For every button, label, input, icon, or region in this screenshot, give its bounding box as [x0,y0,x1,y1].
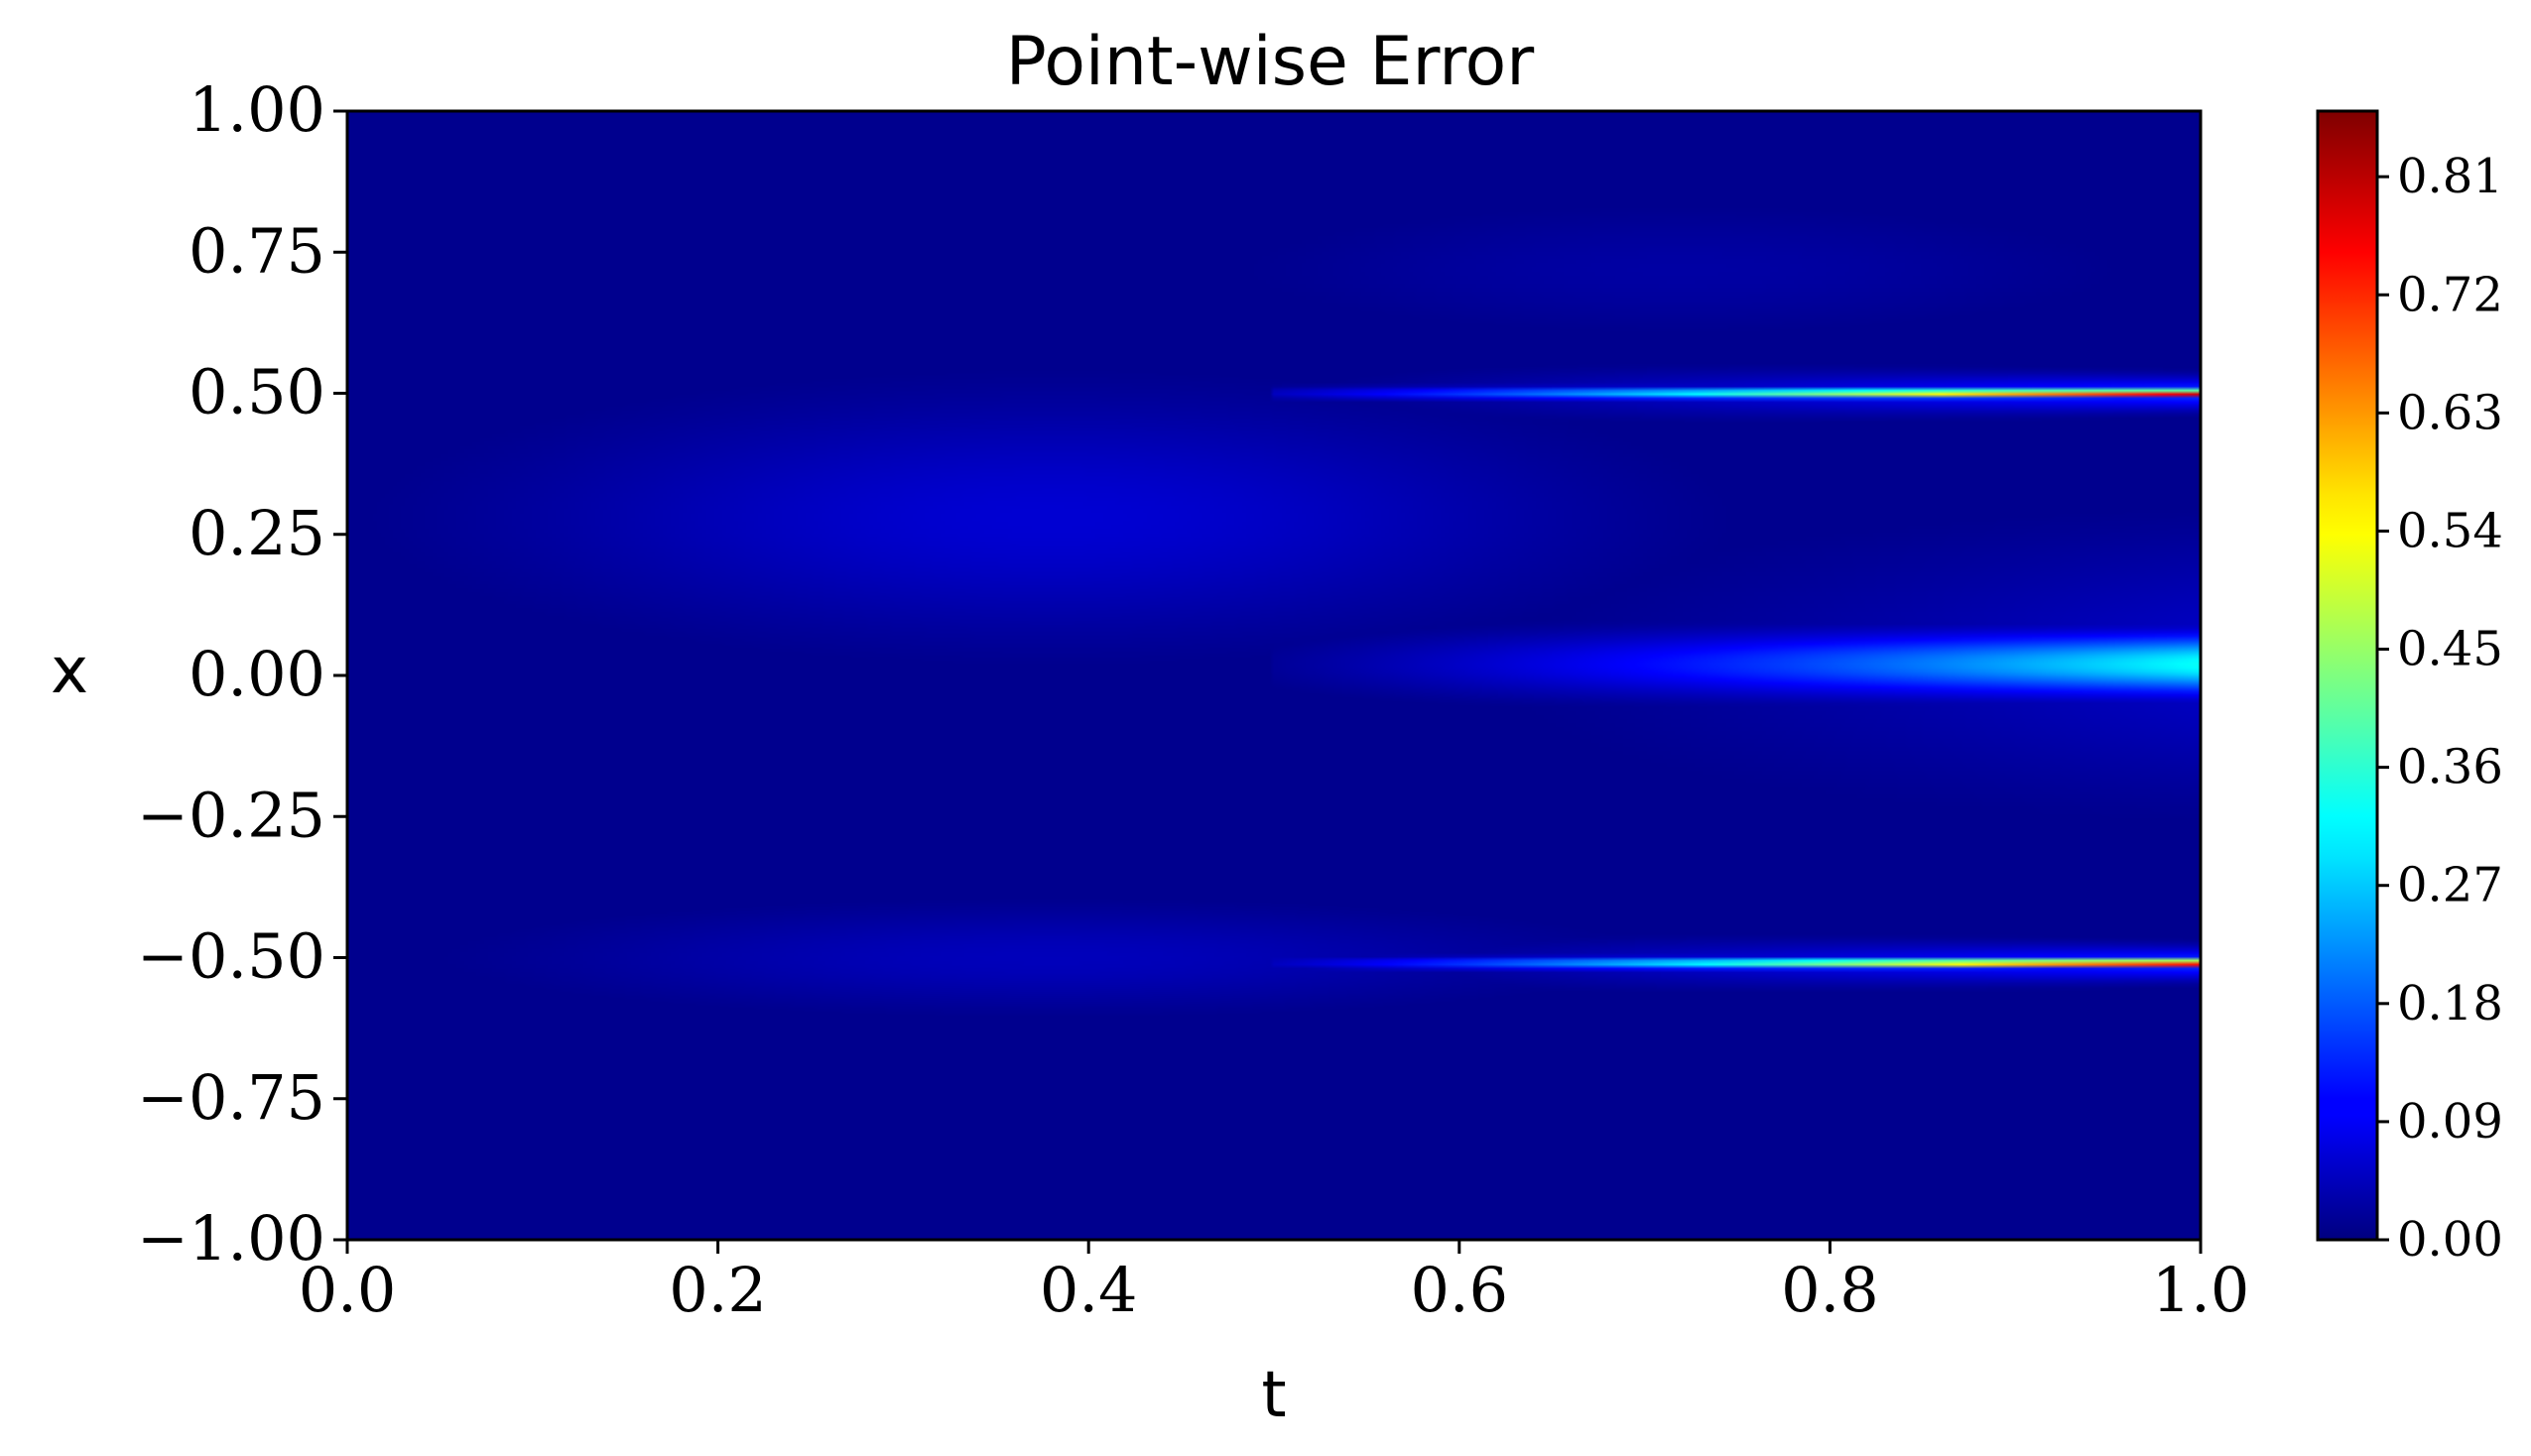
x-tick-label: 0.6 [1410,1254,1508,1326]
y-tick-label: −0.75 [137,1061,325,1134]
colorbar-gradient [2316,109,2379,1242]
x-axis-ticks: 0.0 0.2 0.4 0.6 0.8 1.0 [299,1240,2250,1326]
y-tick-label: 1.00 [189,73,325,146]
colorbar-tick-label: 0.72 [2397,267,2503,322]
colorbar-ticks: 0.00 0.09 0.18 0.27 0.36 0.45 0.54 0.63 0.72 0.81 [2377,149,2503,1268]
y-tick-label: −1.00 [137,1202,325,1274]
y-tick-label: 0.50 [189,356,325,428]
colorbar-tick-label: 0.27 [2397,858,2503,913]
x-tick-label: 0.2 [669,1254,767,1326]
colorbar-tick-label: 0.63 [2397,385,2503,440]
colorbar-tick-label: 0.54 [2397,503,2503,558]
x-tick-label: 0.0 [299,1254,397,1326]
colorbar-tick-label: 0.45 [2397,622,2503,677]
y-tick-label: 0.75 [189,214,325,287]
heatmap-image [347,111,2201,1240]
y-axis-ticks: 1.00 0.75 0.50 0.25 0.00 −0.25 −0.50 −0.75 −1.00 [137,73,347,1274]
x-tick-label: 0.8 [1781,1254,1879,1326]
y-axis-label: x [51,635,88,708]
colorbar: 0.00 0.09 0.18 0.27 0.36 0.45 0.54 0.63 0.72 0.81 [2316,109,2503,1268]
chart-title: Point-wise Error [1006,23,1535,101]
colorbar-tick-label: 0.18 [2397,976,2503,1031]
y-tick-label: −0.25 [137,779,325,851]
colorbar-tick-label: 0.81 [2397,149,2503,204]
colorbar-tick-label: 0.09 [2397,1094,2503,1150]
colorbar-tick-label: 0.00 [2397,1212,2503,1268]
x-axis-label: t [1261,1359,1286,1432]
y-tick-label: 0.25 [189,497,325,569]
y-tick-label: −0.50 [137,920,325,993]
plot-area [345,109,2203,1242]
x-tick-label: 0.4 [1040,1254,1138,1326]
x-tick-label: 1.0 [2152,1254,2250,1326]
colorbar-tick-label: 0.36 [2397,740,2503,795]
y-tick-label: 0.00 [189,638,325,710]
